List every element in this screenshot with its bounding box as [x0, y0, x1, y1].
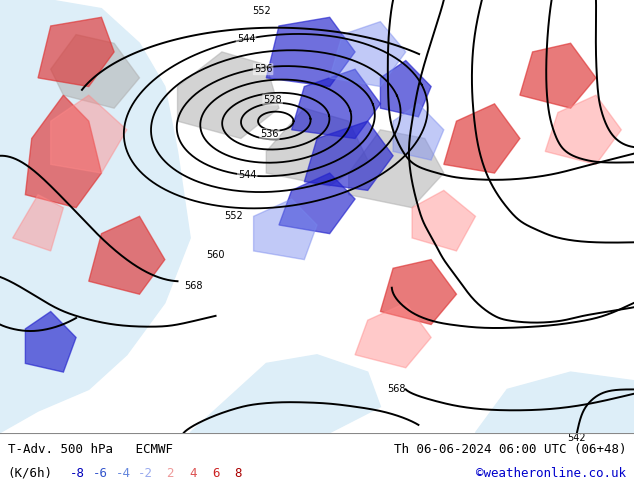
Polygon shape [266, 108, 368, 186]
Polygon shape [254, 199, 317, 260]
Polygon shape [38, 17, 114, 87]
Polygon shape [51, 35, 139, 108]
Text: 542: 542 [567, 433, 586, 442]
Polygon shape [25, 95, 101, 208]
Text: 544: 544 [238, 170, 257, 180]
Polygon shape [355, 303, 431, 368]
Polygon shape [178, 52, 279, 139]
Text: T-Adv. 500 hPa   ECMWF: T-Adv. 500 hPa ECMWF [8, 443, 172, 456]
Polygon shape [520, 43, 596, 108]
Polygon shape [444, 104, 520, 173]
Polygon shape [545, 95, 621, 165]
Polygon shape [190, 355, 380, 433]
Text: -4: -4 [115, 466, 131, 480]
Text: 536: 536 [260, 129, 279, 139]
Polygon shape [380, 61, 431, 117]
Text: 2: 2 [166, 466, 174, 480]
Text: 536: 536 [254, 64, 273, 74]
Polygon shape [476, 372, 634, 433]
Text: 568: 568 [184, 281, 203, 291]
Polygon shape [380, 260, 456, 324]
Text: (K/6h): (K/6h) [8, 466, 53, 480]
Polygon shape [349, 130, 444, 208]
Polygon shape [25, 312, 76, 372]
Polygon shape [266, 17, 355, 87]
Polygon shape [330, 22, 406, 87]
Polygon shape [89, 217, 165, 294]
Text: -8: -8 [70, 466, 85, 480]
Text: 4: 4 [189, 466, 197, 480]
Text: ©weatheronline.co.uk: ©weatheronline.co.uk [476, 466, 626, 480]
Polygon shape [0, 0, 190, 433]
Polygon shape [412, 191, 476, 251]
Text: Th 06-06-2024 06:00 UTC (06+48): Th 06-06-2024 06:00 UTC (06+48) [394, 443, 626, 456]
Text: -6: -6 [93, 466, 108, 480]
Text: -2: -2 [138, 466, 153, 480]
Polygon shape [304, 121, 393, 191]
Text: 568: 568 [387, 384, 406, 394]
Polygon shape [393, 104, 444, 160]
Text: 528: 528 [263, 95, 282, 104]
Text: 544: 544 [236, 34, 256, 44]
Text: 560: 560 [206, 250, 225, 260]
Text: 6: 6 [212, 466, 219, 480]
Polygon shape [13, 195, 63, 251]
Polygon shape [279, 173, 355, 234]
Polygon shape [292, 69, 380, 139]
Text: 552: 552 [224, 211, 243, 221]
Text: 8: 8 [235, 466, 242, 480]
Polygon shape [51, 95, 127, 173]
Text: 552: 552 [252, 6, 271, 16]
